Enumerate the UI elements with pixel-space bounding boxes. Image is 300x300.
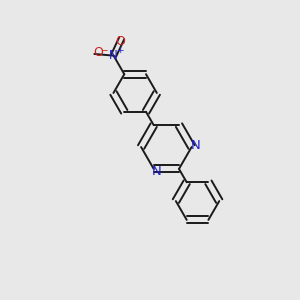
- Text: N: N: [152, 165, 162, 178]
- Text: +: +: [116, 46, 124, 56]
- Text: N: N: [109, 49, 118, 62]
- Text: O: O: [115, 34, 125, 48]
- Text: −: −: [100, 45, 107, 54]
- Text: N: N: [190, 139, 200, 152]
- Text: O: O: [94, 46, 103, 59]
